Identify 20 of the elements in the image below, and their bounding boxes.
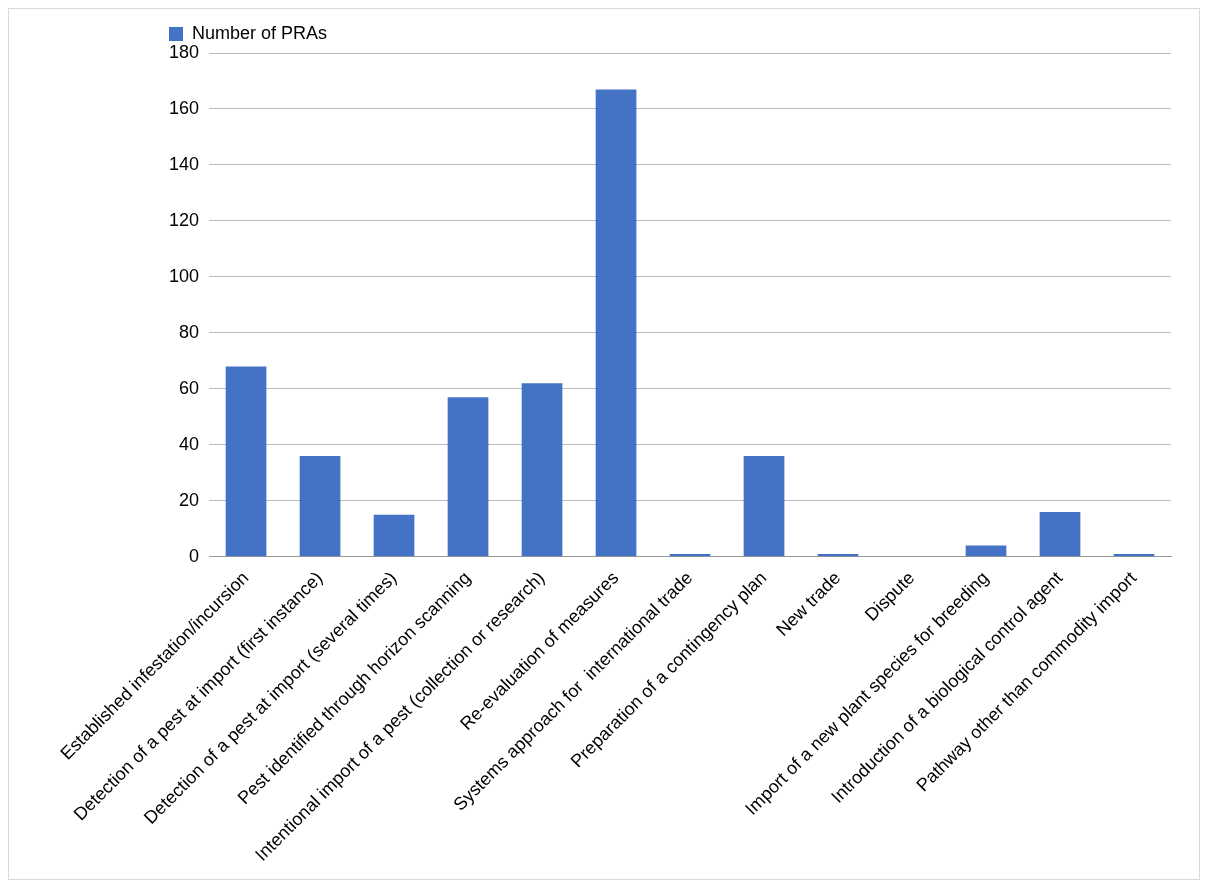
bar [373, 514, 415, 557]
bar [1039, 511, 1081, 557]
bar [521, 383, 563, 557]
y-tick-label: 80 [179, 321, 200, 342]
y-tick-label: 20 [179, 489, 200, 510]
y-tick-label: 100 [168, 265, 200, 286]
y-tick-label: 160 [168, 97, 200, 118]
y-tick-label: 40 [179, 433, 200, 454]
y-tick-label: 0 [189, 545, 200, 566]
y-tick-label: 140 [168, 153, 200, 174]
bar [965, 545, 1007, 557]
y-tick-label: 60 [179, 377, 200, 398]
legend-label: Number of PRAs [192, 22, 328, 43]
bar [595, 89, 637, 557]
bar [743, 456, 785, 557]
bar [447, 397, 489, 557]
bar [299, 456, 341, 557]
y-tick-label: 120 [168, 209, 200, 230]
y-tick-label: 180 [168, 41, 200, 62]
bar [225, 366, 267, 557]
